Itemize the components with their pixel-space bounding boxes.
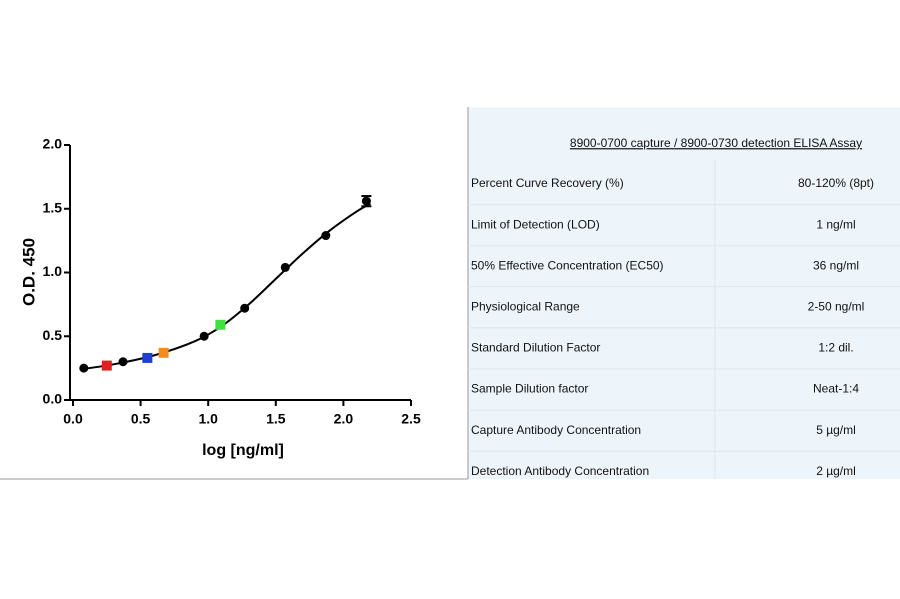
point bbox=[361, 196, 371, 206]
row-label: Limit of Detection (LOD) bbox=[471, 217, 600, 231]
x-tick-label: 0.5 bbox=[131, 411, 151, 427]
row-label: Detection Antibody Concentration bbox=[471, 464, 649, 478]
x-axis-label: log [ng/ml] bbox=[202, 442, 284, 459]
row-value: 2 µg/ml bbox=[816, 464, 856, 478]
row-value: 36 ng/ml bbox=[813, 258, 859, 272]
y-tick-label: 2.0 bbox=[43, 136, 63, 152]
y-axis-label: O.D. 450 bbox=[19, 238, 38, 306]
row-value: 1:2 dil. bbox=[818, 341, 853, 355]
row-label: Standard Dilution Factor bbox=[471, 341, 600, 355]
row-label: Physiological Range bbox=[471, 299, 580, 313]
point bbox=[118, 357, 128, 367]
point bbox=[158, 347, 169, 358]
point bbox=[79, 363, 89, 373]
x-tick-label: 0.0 bbox=[63, 411, 83, 427]
point bbox=[280, 262, 290, 272]
point bbox=[321, 231, 331, 241]
x-tick-label: 1.5 bbox=[266, 411, 286, 427]
y-tick-label: 0.0 bbox=[43, 391, 63, 407]
row-label: 50% Effective Concentration (EC50) bbox=[471, 258, 664, 272]
row-value: 5 µg/ml bbox=[816, 423, 856, 437]
x-tick-label: 2.5 bbox=[401, 411, 421, 427]
row-label: Percent Curve Recovery (%) bbox=[471, 176, 624, 190]
point bbox=[215, 319, 226, 330]
x-tick-label: 2.0 bbox=[334, 411, 354, 427]
point bbox=[101, 360, 112, 371]
y-tick-label: 1.5 bbox=[43, 199, 63, 215]
x-tick-label: 1.0 bbox=[198, 411, 218, 427]
row-value: Neat-1:4 bbox=[813, 382, 859, 396]
y-tick-label: 1.0 bbox=[43, 263, 63, 279]
row-value: 80-120% (8pt) bbox=[798, 176, 874, 190]
row-label: Sample Dilution factor bbox=[471, 382, 588, 396]
row-label: Capture Antibody Concentration bbox=[471, 423, 641, 437]
point bbox=[240, 303, 250, 313]
table-title: 8900-0700 capture / 8900-0730 detection … bbox=[570, 136, 862, 150]
point bbox=[199, 331, 209, 341]
point bbox=[142, 352, 153, 363]
row-value: 2-50 ng/ml bbox=[808, 299, 865, 313]
y-tick-label: 0.5 bbox=[43, 327, 63, 343]
table-bg bbox=[468, 107, 900, 479]
fit-curve bbox=[79, 202, 371, 371]
row-value: 1 ng/ml bbox=[816, 217, 855, 231]
